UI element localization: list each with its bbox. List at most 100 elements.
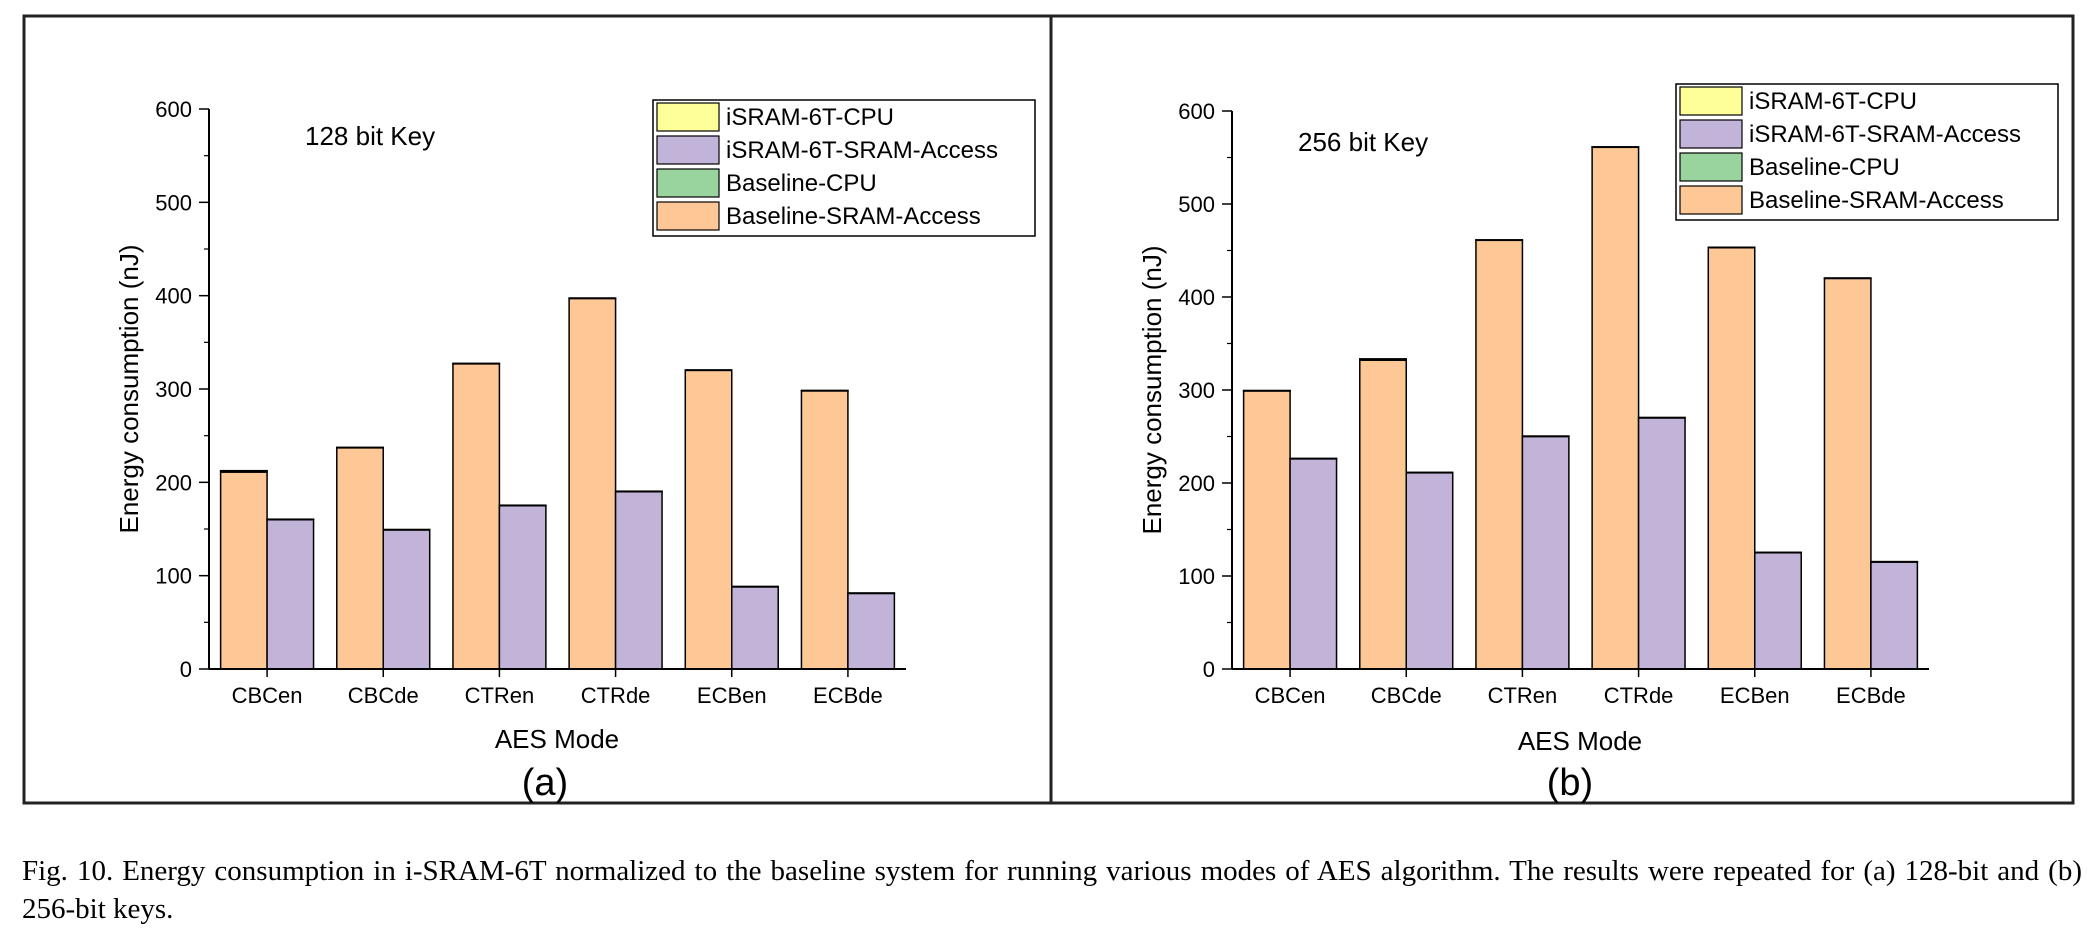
y-axis-label: Energy consumption (nJ)	[1137, 245, 1167, 534]
figure-caption: Fig. 10. Energy consumption in i-SRAM-6T…	[22, 855, 2082, 925]
y-tick-label: 600	[1178, 99, 1215, 124]
panel-label: (b)	[1547, 762, 1593, 804]
bar-isram-sram	[1754, 552, 1802, 670]
x-tick-label: CBCde	[348, 683, 419, 708]
bar-isram-sram	[847, 592, 896, 670]
bar-isram-cpu	[1870, 560, 1919, 563]
y-tick-label: 200	[1178, 471, 1215, 496]
bar-isram-cpu	[1405, 471, 1454, 474]
bar-isram-sram	[498, 504, 547, 670]
x-axis-label: AES Mode	[495, 724, 619, 754]
key-annotation: 256 bit Key	[1298, 127, 1428, 157]
y-tick-label: 300	[155, 377, 192, 402]
bar-isram-sram	[731, 586, 779, 670]
bar-baseline-cpu	[1823, 277, 1872, 280]
chart-panel-b: CBCen CBCde CTRen CTRde ECBen ECBde 0 100 200 300…	[1137, 83, 2059, 804]
bar-baseline-sram	[1475, 239, 1524, 670]
bar-isram-cpu	[847, 592, 896, 595]
legend-swatch	[656, 135, 720, 165]
bar-isram-sram	[266, 518, 315, 670]
bar-baseline-sram	[1823, 277, 1872, 670]
bar-isram-cpu	[1289, 457, 1338, 460]
bar-baseline-cpu	[1359, 358, 1407, 361]
y-tick-label: 100	[1178, 564, 1215, 589]
x-tick-label: CBCen	[232, 683, 303, 708]
panel-label: (a)	[522, 762, 568, 804]
legend-swatch	[1679, 185, 1743, 215]
bar-isram-sram	[1637, 417, 1686, 670]
bar-baseline-cpu	[1475, 239, 1524, 242]
legend-entry: Baseline-SRAM-Access	[726, 203, 981, 230]
panel-b-frame	[1049, 14, 2075, 805]
legend-swatch	[656, 201, 720, 231]
legend-entry: Baseline-CPU	[1749, 154, 1900, 181]
y-tick-label: 600	[155, 97, 192, 122]
bar-baseline-cpu	[1242, 389, 1291, 392]
x-tick-label: ECBen	[697, 683, 767, 708]
legend: iSRAM-6T-CPU iSRAM-6T-SRAM-Access Baseline…	[652, 99, 1036, 237]
key-annotation: 128 bit Key	[305, 121, 435, 151]
bar-isram-sram	[1405, 472, 1454, 670]
bar-isram-cpu	[1754, 551, 1802, 554]
bar-baseline-sram	[800, 390, 849, 670]
y-axis-label: Energy consumption (nJ)	[114, 244, 144, 533]
y-tick-label: 500	[155, 190, 192, 215]
bar-baseline-sram	[1359, 359, 1407, 670]
x-tick-label: ECBen	[1720, 683, 1790, 708]
bar-baseline-sram	[219, 471, 268, 670]
bar-baseline-cpu	[568, 297, 617, 300]
legend-swatch	[1679, 86, 1743, 116]
bar-isram-sram	[382, 529, 431, 670]
bar-baseline-sram	[684, 369, 733, 670]
bar-baseline-cpu	[1591, 146, 1640, 149]
bar-baseline-sram	[336, 447, 384, 670]
bar-baseline-cpu	[800, 389, 849, 392]
bar-baseline-cpu	[684, 369, 733, 372]
x-tick-label: CBCde	[1371, 683, 1442, 708]
y-tick-label: 400	[155, 284, 192, 309]
y-tick-label: 100	[155, 564, 192, 589]
x-tick-label: CTRde	[581, 683, 651, 708]
x-tick-label: CTRen	[1488, 683, 1558, 708]
x-axis-label: AES Mode	[1518, 726, 1642, 756]
bar-isram-cpu	[382, 528, 431, 531]
y-tick-label: 300	[1178, 378, 1215, 403]
bar-baseline-sram	[568, 297, 617, 670]
bar-isram-sram	[1289, 458, 1338, 670]
legend-entry: iSRAM-6T-SRAM-Access	[1749, 121, 2021, 148]
bar-baseline-cpu	[336, 446, 384, 449]
x-tick-label: CTRde	[1604, 683, 1674, 708]
legend-swatch	[656, 102, 720, 132]
bar-isram-cpu	[731, 585, 779, 588]
x-tick-label: ECBde	[813, 683, 883, 708]
bar-isram-sram	[1870, 561, 1919, 670]
x-tick-label: CTRen	[465, 683, 535, 708]
legend-swatch	[1679, 152, 1743, 182]
bar-isram-cpu	[614, 490, 663, 493]
legend-entry: iSRAM-6T-CPU	[1749, 88, 1917, 115]
chart-panel-a: CBCen CBCde CTRen CTRde ECBen ECBde 0 100 200 300…	[114, 97, 1036, 804]
y-tick-label: 400	[1178, 285, 1215, 310]
bar-isram-sram	[614, 490, 663, 670]
legend-entry: Baseline-SRAM-Access	[1749, 187, 2004, 214]
legend: iSRAM-6T-CPU iSRAM-6T-SRAM-Access Baseline…	[1675, 83, 2059, 221]
bar-isram-cpu	[1637, 416, 1686, 419]
legend-swatch	[656, 168, 720, 198]
y-tick-label: 500	[1178, 192, 1215, 217]
bar-baseline-cpu	[1707, 246, 1756, 249]
x-tick-label: ECBde	[1836, 683, 1906, 708]
bar-baseline-cpu	[219, 469, 268, 473]
legend-entry: iSRAM-6T-SRAM-Access	[726, 137, 998, 164]
y-tick-label: 0	[1203, 657, 1215, 682]
bar-isram-cpu	[498, 504, 547, 507]
bar-isram-sram	[1521, 435, 1570, 670]
figure: CBCen CBCde CTRen CTRde ECBen ECBde 0 100 200 300…	[22, 14, 2075, 805]
bar-isram-cpu	[266, 518, 315, 521]
bar-baseline-sram	[1707, 246, 1756, 670]
x-tick-label: CBCen	[1255, 683, 1326, 708]
y-tick-label: 200	[155, 470, 192, 495]
y-tick-label: 0	[180, 657, 192, 682]
bar-baseline-sram	[1242, 390, 1291, 670]
bar-baseline-sram	[452, 363, 501, 670]
legend-swatch	[1679, 119, 1743, 149]
